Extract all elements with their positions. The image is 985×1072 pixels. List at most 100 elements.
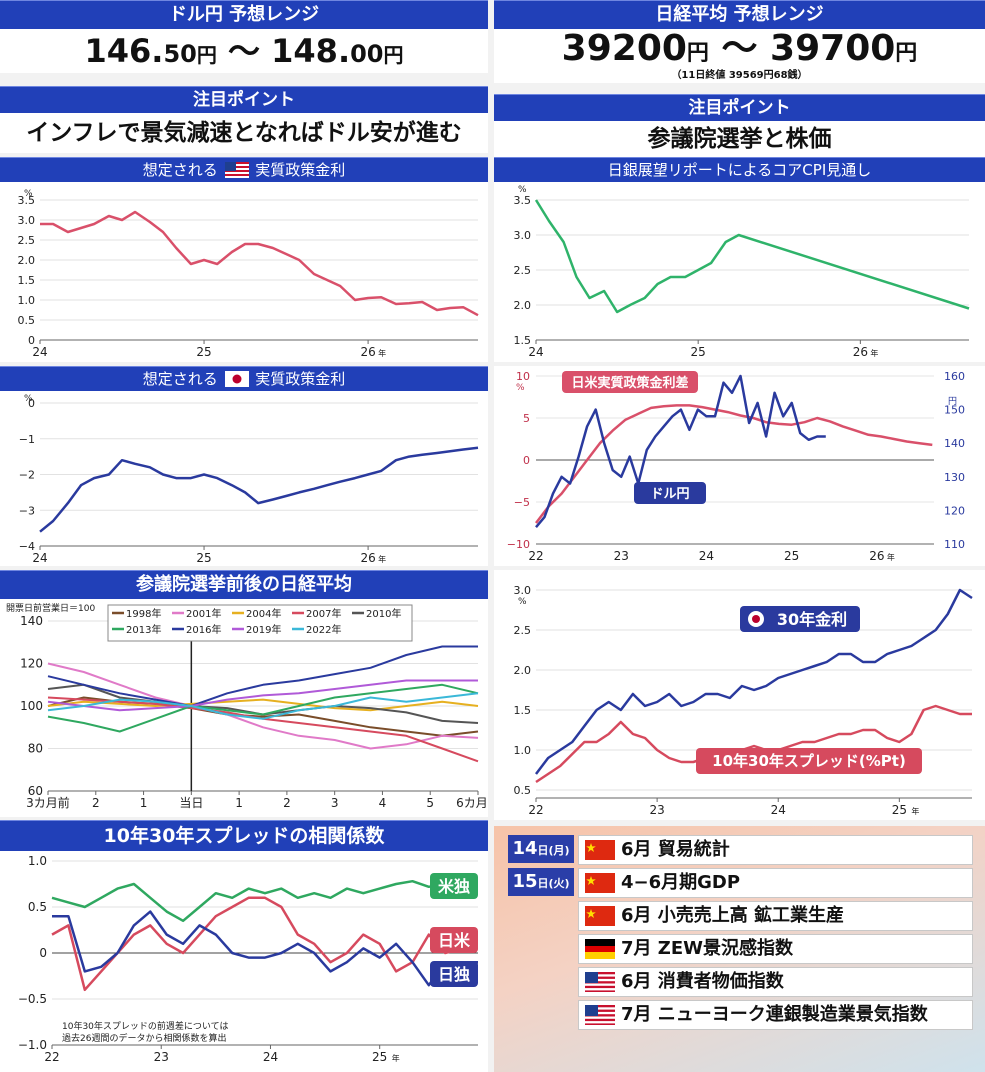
x-tick-label: 23 xyxy=(614,549,629,563)
x-tick-label: 26 xyxy=(360,345,375,359)
y-tick-label: 1.5 xyxy=(514,334,532,347)
y-tick-label: 2.0 xyxy=(514,299,532,312)
usdjpy-label: ドル円 xyxy=(650,487,689,502)
x-tick-label: 25 xyxy=(784,549,799,563)
event-row: 6月 消費者物価指数 xyxy=(578,967,973,997)
event-text: 7月 ニューヨーク連銀製造業景気指数 xyxy=(621,1004,928,1025)
cpi-chart-title: 日銀展望リポートによるコアCPI見通し xyxy=(494,157,985,183)
y-tick-label: 2.0 xyxy=(514,664,532,677)
y-right-tick-label: 130 xyxy=(944,471,965,484)
legend-label: 2010年 xyxy=(366,607,401,620)
x-tick-label: 当日 xyxy=(179,796,203,810)
us-rate-chart-title: 想定される 実質政策金利 xyxy=(0,157,488,183)
y-right-tick-label: 150 xyxy=(944,404,965,417)
event-text: 6月 小売売上高 鉱工業生産 xyxy=(621,905,845,926)
y-right-tick-label: 120 xyxy=(944,504,965,517)
x-tick-label: 25 xyxy=(691,345,706,359)
x-tick-label: 4 xyxy=(379,796,387,810)
y-tick-label: −2 xyxy=(19,469,35,482)
x-tick-label: 3カ月前 xyxy=(26,795,70,810)
x-unit-label: 年 xyxy=(870,348,878,358)
y-tick-label: 0 xyxy=(28,334,35,347)
legend-label: 2007年 xyxy=(306,607,341,620)
x-unit-label: 年 xyxy=(378,348,386,358)
nikkei-election-chart: 60 80 100 120 140 3カ月前 2 1 当日 1 2 3 4 5 6カ月後 開票日前営業日＝10… xyxy=(6,602,488,810)
usdjpy-range-value: 146.50円 ～ 148.00円 xyxy=(0,29,488,73)
y-tick-label: 0 xyxy=(28,397,35,410)
y-tick-label: 3.5 xyxy=(18,194,36,207)
y-tick-label: 1.0 xyxy=(514,744,532,757)
x-tick-label: 23 xyxy=(154,1050,169,1064)
x-unit-label: 年 xyxy=(887,552,895,562)
y-tick-label: −4 xyxy=(19,540,35,553)
event-row: 7月 ニューヨーク連銀製造業景気指数 xyxy=(578,1000,973,1030)
x-tick-label: 26 xyxy=(869,549,884,563)
usdjpy-unit-1: 円 xyxy=(196,43,217,67)
spread-label: 10年30年スプレッド(%Pt) xyxy=(712,752,906,770)
us-rate-chart: 0 0.5 1.0 1.5 2.0 2.5 3.0 3.5 24 25 26% 年 xyxy=(18,189,479,359)
us-rate-title-post: 実質政策金利 xyxy=(255,161,346,179)
election-series-line xyxy=(47,683,479,733)
x-tick-label: 26 xyxy=(360,551,375,565)
usdjpy-unit-2: 円 xyxy=(383,43,404,67)
nikkei-range-value: 39200円 ～ 39700円 xyxy=(494,29,985,69)
legend-label: 2013年 xyxy=(126,623,161,636)
y-tick-label: 80 xyxy=(28,742,43,756)
legend-label: 2016年 xyxy=(186,623,221,636)
jp-rate-chart: −4 −3 −2 −1 0 24 25 26% 年 xyxy=(19,394,479,565)
y-unit-label: % xyxy=(24,189,33,199)
series-label: 米独 xyxy=(438,877,470,896)
spread-label-box xyxy=(696,748,922,774)
series-label-box xyxy=(430,873,478,899)
nikkei-unit-2: 円 xyxy=(895,41,918,66)
event-date-day: 14 xyxy=(512,838,538,859)
x-tick-label: 22 xyxy=(44,1050,59,1064)
correlation-chart-title: 10年30年スプレッドの相関係数 xyxy=(0,820,488,852)
legend-label: 2004年 xyxy=(246,607,281,620)
us-flag-icon xyxy=(224,162,249,178)
x-tick-label: 25 xyxy=(892,803,907,817)
y-tick-label: 1.5 xyxy=(514,704,532,717)
x-tick-label: 22 xyxy=(528,549,543,563)
cpi-line xyxy=(534,199,970,314)
jgb30-line xyxy=(535,588,973,775)
x-tick-label: 25 xyxy=(196,551,211,565)
de-flag-icon xyxy=(585,939,615,959)
event-date-14: 14日(月) xyxy=(508,835,574,863)
x-tick-label: 3 xyxy=(331,796,339,810)
correlation-line xyxy=(51,896,478,992)
y-tick-label: 3.0 xyxy=(514,229,532,242)
series-label-box xyxy=(430,961,478,987)
cpi-chart: 1.5 2.0 2.5 3.0 3.5 24 25 26% 年 xyxy=(514,185,970,359)
event-row: 6月 貿易統計 xyxy=(578,835,973,865)
y-tick-label: 3.0 xyxy=(514,584,532,597)
point-right-text: 参議院選挙と株価 xyxy=(494,121,985,157)
y-unit-label: % xyxy=(24,394,33,404)
election-series-line xyxy=(47,679,478,712)
x-unit-label: 年 xyxy=(911,806,919,816)
nikkei-election-chart-title: 参議院選挙前後の日経平均 xyxy=(0,570,488,600)
rate-diff-label: 日米実質政策金利差 xyxy=(571,375,688,391)
y-tick-label: 0.5 xyxy=(514,784,532,797)
y-tick-label: 2.5 xyxy=(18,234,36,247)
y-tick-label: 3.0 xyxy=(18,214,36,227)
jp-rate-line xyxy=(39,446,479,533)
y-right-unit: 円 xyxy=(948,396,957,407)
x-tick-label: 2 xyxy=(92,796,100,810)
spread-10-30-line xyxy=(535,704,972,784)
legend-label: 1998年 xyxy=(126,607,161,620)
series-label-box xyxy=(430,927,478,953)
x-tick-label: 24 xyxy=(263,1050,278,1064)
y-right-tick-label: 140 xyxy=(944,437,965,450)
event-text: 4−6月期GDP xyxy=(621,872,741,893)
legend-label: 2019年 xyxy=(246,623,281,636)
y-tick-label: −0.5 xyxy=(18,992,47,1006)
cn-flag-icon xyxy=(585,873,615,893)
us-rate-title-pre: 想定される xyxy=(142,161,218,179)
legend-label: 2022年 xyxy=(306,623,341,636)
usdjpy-low-dec: 50 xyxy=(163,40,197,68)
y-tick-label: 1.0 xyxy=(18,294,36,307)
y-right-tick-label: 160 xyxy=(944,370,965,383)
cn-flag-icon xyxy=(585,840,615,860)
x-tick-label: 24 xyxy=(699,549,714,563)
